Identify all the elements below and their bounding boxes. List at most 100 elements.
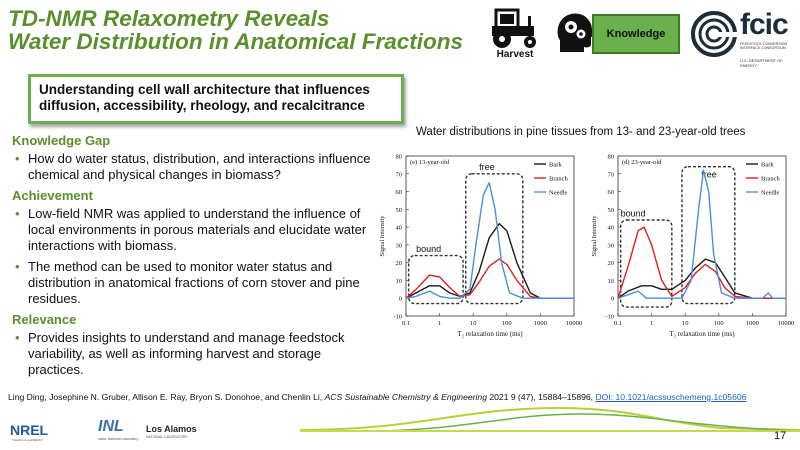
slide-title: TD-NMR Relaxometry Reveals Water Distrib… xyxy=(8,7,478,53)
x-tick-label: 1000 xyxy=(534,320,547,327)
knowledge-label: Knowledge xyxy=(606,28,666,40)
series-line-needle xyxy=(405,182,574,299)
x-tick-label: 10000 xyxy=(566,320,582,327)
y-tick-label: 0 xyxy=(399,296,402,303)
series-line-branch xyxy=(617,226,786,299)
y-tick-label: 20 xyxy=(608,260,615,267)
series-line-needle xyxy=(617,169,786,299)
fcic-swirl-icon xyxy=(691,11,738,57)
doi-link[interactable]: DOI: 10.1021/acssuschemeng.1c05606 xyxy=(595,392,747,402)
los-alamos-tagline: NATIONAL LABORATORY xyxy=(146,435,188,439)
free-region-box xyxy=(465,173,524,305)
x-axis-label: T₂ relaxation time (ms) xyxy=(669,330,735,338)
partner-logos: NREL Transforming ENERGY INL Idaho Natio… xyxy=(6,418,206,448)
nrel-logo: NREL xyxy=(10,422,49,438)
bound-region-box xyxy=(619,219,673,308)
y-tick-label: -10 xyxy=(393,314,402,321)
bullet-dot: • xyxy=(15,151,20,166)
legend-label-bark: Bark xyxy=(761,162,774,169)
x-tick-label: 0.1 xyxy=(614,320,622,327)
y-tick-label: -10 xyxy=(605,314,614,321)
annotation-bound: bound xyxy=(416,244,441,254)
legend-label-branch: Branch xyxy=(549,176,569,183)
legend-label-needle: Needle xyxy=(761,190,780,197)
y-tick-label: 20 xyxy=(396,260,403,267)
plot-frame xyxy=(617,155,787,317)
bullet-text: Low-field NMR was applied to understand … xyxy=(28,206,367,253)
series-line-bark xyxy=(405,222,574,299)
x-tick-label: 1000 xyxy=(746,320,759,327)
section-heading-relevance: Relevance xyxy=(12,312,77,327)
bullet-text: How do water status, distribution, and i… xyxy=(28,151,371,182)
harvest-block: Harvest xyxy=(484,6,546,64)
los-alamos-logo: Los Alamos xyxy=(146,424,197,434)
y-tick-label: 60 xyxy=(608,189,615,196)
bullet-item: • The method can be used to monitor water… xyxy=(12,259,372,307)
inl-tagline: Idaho National Laboratory xyxy=(98,437,139,441)
panel-label: (d) 23-year-old xyxy=(622,159,662,166)
y-axis-label: Signal Intensity xyxy=(591,215,598,257)
x-tick-label: 10000 xyxy=(778,320,794,327)
knowledge-badge: Knowledge xyxy=(592,14,680,54)
annotation-free: free xyxy=(479,162,495,172)
nmr-chart-svg: -10 0 10 20 30 40 50 60 70 80 0.1 1 10 100 1000 10000 T₂… xyxy=(591,154,794,339)
header-icons: Harvest Knowledge fcic FEEDSTOCK CONVERS… xyxy=(484,6,800,68)
x-tick-label: 100 xyxy=(714,320,724,327)
free-region-box xyxy=(681,165,736,305)
bullet-dot: • xyxy=(15,206,20,221)
citation-authors: Ling Ding, Josephine N. Gruber, Allison … xyxy=(8,392,325,402)
y-tick-label: 50 xyxy=(396,207,403,214)
section-heading-knowledge-gap: Knowledge Gap xyxy=(12,133,111,148)
title-line-2: Water Distribution in Anatomical Fractio… xyxy=(8,29,464,54)
y-tick-label: 40 xyxy=(396,225,403,232)
fcic-subtitle: FEEDSTOCK CONVERSION INTERFACE CONSORTIU… xyxy=(740,42,788,50)
section-heading-achievement: Achievement xyxy=(12,188,93,203)
y-tick-label: 70 xyxy=(396,171,403,178)
y-tick-label: 60 xyxy=(396,189,403,196)
x-tick-label: 1 xyxy=(438,320,441,327)
footer-divider xyxy=(300,430,800,432)
fcic-logo: fcic FEEDSTOCK CONVERSION INTERFACE CONS… xyxy=(690,8,800,68)
citation: Ling Ding, Josephine N. Gruber, Allison … xyxy=(8,392,798,402)
title-line-1: TD-NMR Relaxometry Reveals xyxy=(8,6,330,31)
x-tick-label: 10 xyxy=(470,320,477,327)
bound-region-box xyxy=(407,254,464,305)
citation-details: 2021 9 (47), 15884–15896, xyxy=(486,392,596,402)
y-tick-label: 80 xyxy=(608,154,615,161)
chart-23-year-old: -10 0 10 20 30 40 50 60 70 80 0.1 1 10 100 1000 10000 T₂… xyxy=(588,146,794,347)
doe-label: U.S. DEPARTMENT OF ENERGY xyxy=(740,58,783,68)
y-tick-label: 80 xyxy=(396,154,403,161)
x-tick-label: 1 xyxy=(650,320,653,327)
bullet-item: • Low-field NMR was applied to understand… xyxy=(12,206,372,254)
footer-swoosh-decoration xyxy=(300,406,800,432)
annotation-bound: bound xyxy=(621,208,646,218)
x-tick-label: 100 xyxy=(502,320,512,327)
x-axis-label: T₂ relaxation time (ms) xyxy=(457,330,523,338)
plot-frame xyxy=(405,155,575,317)
x-tick-label: 0.1 xyxy=(402,320,410,327)
legend-label-bark: Bark xyxy=(549,162,562,169)
y-tick-label: 70 xyxy=(608,171,615,178)
panel-label: (e) 13-year-old xyxy=(410,159,450,166)
content-column: Knowledge Gap • How do water status, dist… xyxy=(12,130,372,383)
y-tick-label: 0 xyxy=(611,296,614,303)
y-tick-label: 40 xyxy=(608,225,615,232)
key-message-banner: Understanding cell wall architecture tha… xyxy=(28,74,404,124)
harvest-label: Harvest xyxy=(496,49,534,60)
citation-journal: ACS Sustainable Chemistry & Engineering xyxy=(324,392,487,402)
chart-13-year-old: -10 0 10 20 30 40 50 60 70 80 0.1 1 10 100 1000 10000 T₂… xyxy=(376,146,582,347)
y-tick-label: 30 xyxy=(396,242,403,249)
y-tick-label: 10 xyxy=(608,278,615,285)
bullet-dot: • xyxy=(15,259,20,274)
nrel-tagline: Transforming ENERGY xyxy=(12,438,44,442)
legend-label-branch: Branch xyxy=(761,176,781,183)
head-gears-icon xyxy=(557,13,595,52)
annotation-free: free xyxy=(701,169,717,179)
y-tick-label: 30 xyxy=(608,242,615,249)
series-line-bark xyxy=(617,258,786,299)
bullet-text: Provides insights to understand and mana… xyxy=(28,330,345,377)
bullet-text: The method can be used to monitor water … xyxy=(28,259,360,306)
series-line-branch xyxy=(405,258,574,299)
tractor-icon xyxy=(492,8,536,48)
inl-logo: INL xyxy=(98,418,124,435)
